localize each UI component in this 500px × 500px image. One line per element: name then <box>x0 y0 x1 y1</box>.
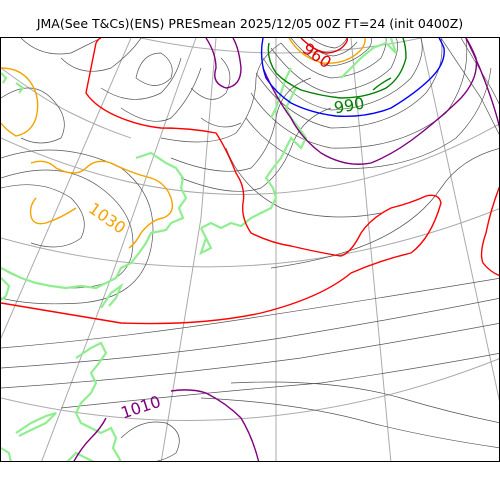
coastline <box>15 411 57 437</box>
isobar-1020 <box>480 186 499 277</box>
isobar <box>200 397 499 449</box>
isobar <box>262 38 423 111</box>
parallel-line <box>1 208 499 268</box>
isobars-colored <box>1 38 499 461</box>
isobar <box>100 57 182 100</box>
isobar-1000 <box>205 38 242 89</box>
isobar <box>1 323 499 389</box>
coastline <box>15 82 25 94</box>
isobar <box>280 38 387 79</box>
isobar <box>270 148 499 269</box>
isobar <box>160 42 282 143</box>
isobar <box>230 381 499 423</box>
isobar <box>120 421 180 461</box>
isobar <box>310 38 348 49</box>
chart-title: JMA(See T&Cs)(ENS) PRESmean 2025/12/05 0… <box>36 16 464 31</box>
contour-label-1010: 1010 <box>118 392 163 423</box>
isobar <box>200 117 242 128</box>
isobar-1000 <box>465 38 499 129</box>
isobar <box>135 52 173 86</box>
parallel-line <box>1 67 132 139</box>
isobar-1030 <box>29 197 77 225</box>
isobar <box>60 38 142 72</box>
isobar <box>1 184 85 248</box>
isobar <box>1 298 499 369</box>
isobar-990 <box>267 38 407 99</box>
isobar <box>250 38 468 149</box>
pressure-map: 960 990 1030 1010 <box>1 38 499 461</box>
coastlines <box>1 38 398 461</box>
contour-label-960: 960 <box>299 39 335 72</box>
parallel-line <box>1 358 499 421</box>
isobar-960 <box>300 38 349 54</box>
isobar <box>20 38 102 55</box>
parallel-line <box>1 123 499 195</box>
isobar <box>255 38 443 129</box>
meridian-line <box>1 38 132 339</box>
isobar <box>270 38 398 94</box>
isobar-1030 <box>1 67 39 137</box>
meridian-line <box>41 38 197 461</box>
map-frame: 960 990 1030 1010 <box>0 37 500 462</box>
coastline <box>270 67 292 119</box>
graticule <box>1 38 499 461</box>
isobar <box>460 38 499 105</box>
isobar-1020 <box>1 38 442 325</box>
coastline <box>1 72 8 84</box>
coastline <box>199 227 213 256</box>
coastline <box>1 447 12 461</box>
meridian-line <box>350 38 392 461</box>
contour-label-990: 990 <box>332 93 365 117</box>
isobar <box>170 77 312 172</box>
isobar <box>180 107 332 192</box>
coastline <box>340 38 398 79</box>
isobar-990 <box>372 77 392 91</box>
coastline <box>66 451 95 461</box>
meridian-line <box>160 38 217 461</box>
coastline <box>200 87 308 230</box>
isobar <box>60 353 499 409</box>
isobar <box>1 149 154 305</box>
isobars-thin <box>1 38 499 461</box>
isobar-960-outer <box>288 38 366 64</box>
isobar <box>1 87 65 144</box>
isobar-1010 <box>170 389 260 461</box>
isobar <box>290 38 373 67</box>
isobar-1010-low <box>73 417 107 461</box>
contour-label-1030: 1030 <box>85 199 129 238</box>
isobar <box>1 277 499 349</box>
isobar <box>190 57 231 100</box>
coastline <box>1 277 11 301</box>
coastline <box>100 282 124 309</box>
isobar <box>440 38 499 135</box>
isobar <box>225 147 382 218</box>
isobar-980 <box>260 38 445 118</box>
coastline <box>74 341 122 461</box>
isobar <box>120 67 202 122</box>
parallel-line <box>140 38 422 54</box>
isobar-1030 <box>30 160 174 249</box>
coastline <box>1 151 188 290</box>
